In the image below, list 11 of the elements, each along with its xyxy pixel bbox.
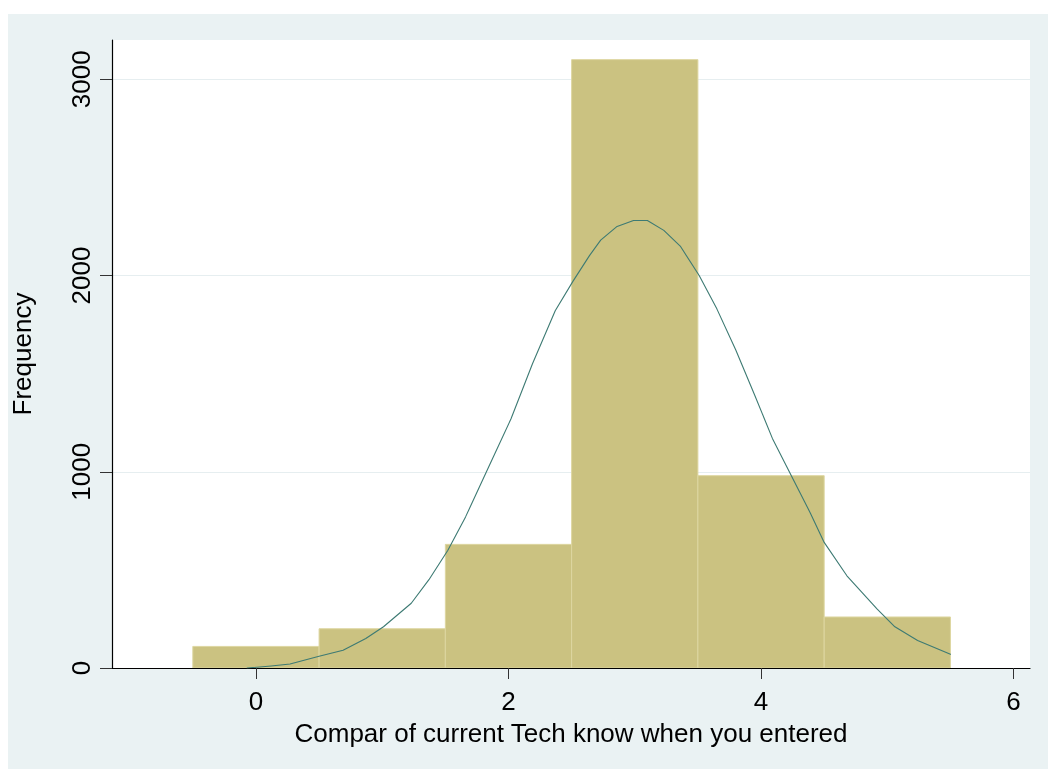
y-tick-label: 0: [66, 660, 96, 676]
x-tick-label: 0: [248, 686, 264, 716]
x-axis-title: Compar of current Tech know when you entered: [294, 718, 848, 748]
y-axis-title: Frequency: [7, 292, 37, 416]
y-tick-label: 1000: [66, 442, 96, 501]
x-tick-label: 2: [501, 686, 516, 716]
y-tick-label: 3000: [66, 50, 96, 109]
x-tick-label: 4: [753, 686, 769, 716]
x-tick-label: 6: [1006, 686, 1021, 716]
line-series: [246, 220, 951, 669]
y-tick-label: 2000: [66, 246, 96, 305]
